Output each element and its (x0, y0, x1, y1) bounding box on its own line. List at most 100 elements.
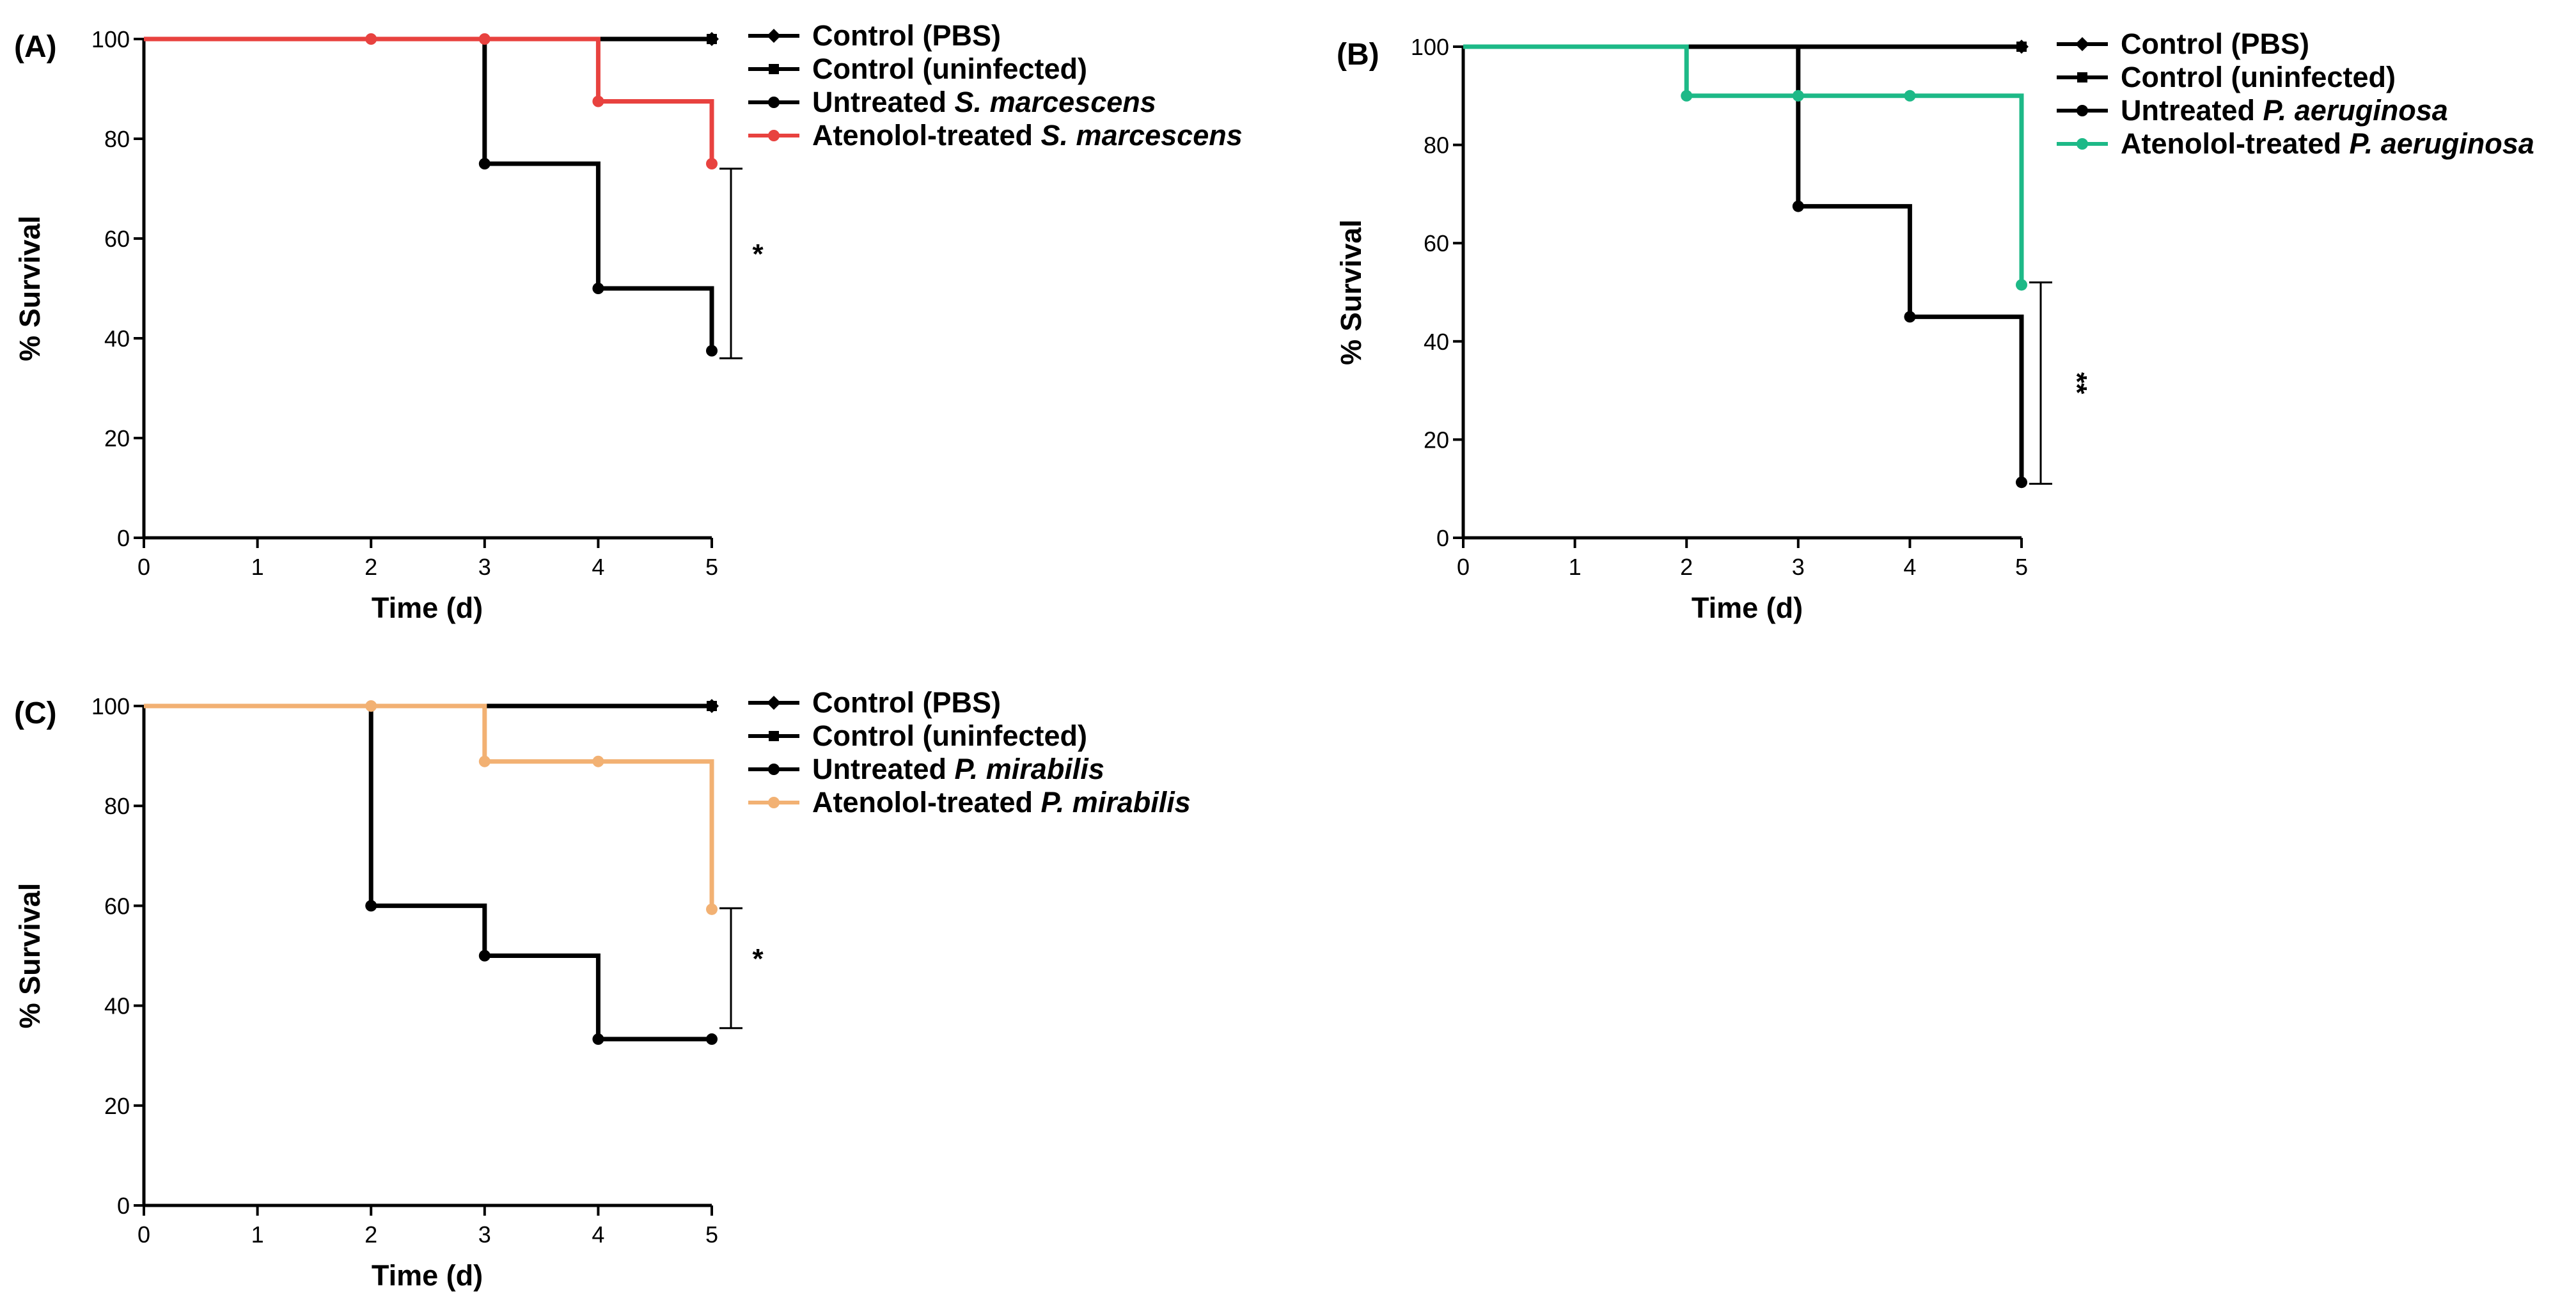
data-point (706, 345, 718, 357)
y-tick-label: 80 (104, 793, 130, 819)
data-point (365, 700, 377, 712)
data-point (592, 1033, 604, 1045)
x-tick-label: 2 (365, 554, 377, 580)
legend-marker (2077, 105, 2088, 116)
series-line (1463, 44, 2024, 483)
data-point (1792, 90, 1804, 102)
legend-label-text: Control (uninfected) (812, 52, 1087, 85)
legend-label: Untreated P. mirabilis (812, 753, 1104, 785)
y-tick-label: 20 (104, 425, 130, 451)
y-tick-label: 40 (104, 993, 130, 1019)
legend-label-text: Control (PBS) (812, 686, 1001, 719)
legend-label: Atenolol-treated P. aeruginosa (2121, 127, 2534, 160)
legend-marker (2075, 37, 2089, 51)
chart-panel: (B) 0 1 2 3 4 5 0 20 40 60 80 100 Time (d) % Survival *… (1335, 27, 2534, 624)
data-point (1904, 90, 1916, 102)
legend-label-text: Control (PBS) (2121, 27, 2309, 60)
data-point (1792, 200, 1804, 212)
legend-label: Untreated S. marcescens (812, 86, 1156, 118)
data-point (592, 283, 604, 294)
legend-label-species: S. marcescens (1041, 119, 1243, 152)
data-point (1904, 311, 1916, 323)
x-axis-title: Time (d) (372, 592, 483, 624)
data-point (2016, 476, 2027, 489)
x-tick-label: 0 (1457, 554, 1470, 580)
legend-marker (768, 97, 780, 108)
y-tick-label: 60 (1424, 230, 1449, 256)
legend-label-species: P. mirabilis (1041, 786, 1191, 819)
data-point (706, 1033, 718, 1045)
legend-label-text: Atenolol-treated (812, 119, 1041, 152)
x-tick-label: 5 (705, 1221, 718, 1248)
legend-label: Control (uninfected) (2121, 61, 2396, 93)
legend-label-text: Control (uninfected) (812, 719, 1087, 752)
data-point (365, 33, 377, 45)
legend-label-text: Untreated (812, 753, 955, 785)
y-tick-label: 80 (104, 126, 130, 152)
data-point (707, 34, 717, 44)
legend-marker (767, 696, 781, 710)
x-tick-label: 1 (251, 1221, 264, 1248)
y-tick-label: 80 (1424, 132, 1449, 159)
x-tick-label: 2 (1680, 554, 1693, 580)
legend-label: Control (PBS) (812, 686, 1001, 719)
legend-label: Atenolol-treated P. mirabilis (812, 786, 1191, 819)
data-point (2016, 42, 2027, 52)
legend-label-text: Control (uninfected) (2121, 61, 2396, 93)
legend-marker (2077, 72, 2087, 82)
data-point (478, 950, 491, 962)
data-point (592, 755, 604, 767)
y-axis-title: % Survival (1335, 219, 1367, 365)
significance-label: * (752, 239, 764, 270)
x-tick-label: 4 (592, 1221, 604, 1248)
data-point (478, 158, 491, 169)
series-line (144, 36, 714, 164)
data-point (706, 903, 718, 915)
data-point (706, 158, 718, 169)
legend-label: Control (PBS) (2121, 27, 2309, 60)
legend-label-species: P. mirabilis (955, 753, 1104, 785)
y-tick-label: 0 (1436, 525, 1449, 551)
x-tick-label: 2 (365, 1221, 377, 1248)
x-tick-label: 3 (478, 1221, 491, 1248)
x-tick-label: 5 (705, 554, 718, 580)
y-axis-title: % Survival (13, 883, 46, 1029)
y-tick-label: 20 (104, 1093, 130, 1119)
legend-marker (768, 797, 780, 808)
data-point (707, 701, 717, 711)
data-point (365, 900, 377, 912)
y-tick-label: 0 (117, 1193, 130, 1219)
legend-marker (769, 64, 779, 74)
x-axis-title: Time (d) (372, 1259, 483, 1292)
legend-marker (768, 130, 780, 141)
legend-label: Atenolol-treated S. marcescens (812, 119, 1243, 152)
y-tick-label: 0 (117, 525, 130, 551)
x-tick-label: 1 (1569, 554, 1582, 580)
data-point (1681, 90, 1693, 102)
y-tick-label: 20 (1424, 427, 1449, 453)
y-tick-label: 60 (104, 893, 130, 919)
legend-label-text: Untreated (812, 86, 955, 118)
legend-label-species: P. aeruginosa (2350, 127, 2534, 160)
chart-panel: (A) 0 1 2 3 4 5 0 20 40 60 80 100 Time (d) % Survival *… (13, 19, 1243, 624)
legend-label: Control (PBS) (812, 19, 1001, 52)
legend-label: Untreated P. aeruginosa (2121, 94, 2448, 127)
series-line (144, 703, 714, 909)
legend-marker (767, 29, 781, 43)
legend-label-species: P. aeruginosa (2263, 94, 2448, 127)
x-tick-label: 4 (592, 554, 604, 580)
panel-label: (A) (14, 30, 57, 64)
legend-marker (2077, 138, 2088, 150)
y-tick-label: 100 (91, 693, 130, 719)
legend-label-text: Atenolol-treated (2121, 127, 2350, 160)
y-tick-label: 100 (1411, 34, 1449, 60)
panel-label: (C) (14, 696, 57, 730)
significance-label: ** (2061, 372, 2093, 395)
x-tick-label: 1 (251, 554, 264, 580)
legend-label-text: Control (PBS) (812, 19, 1001, 52)
y-tick-label: 40 (1424, 329, 1449, 355)
x-tick-label: 3 (1792, 554, 1805, 580)
data-point (2016, 279, 2027, 291)
data-point (478, 755, 491, 767)
